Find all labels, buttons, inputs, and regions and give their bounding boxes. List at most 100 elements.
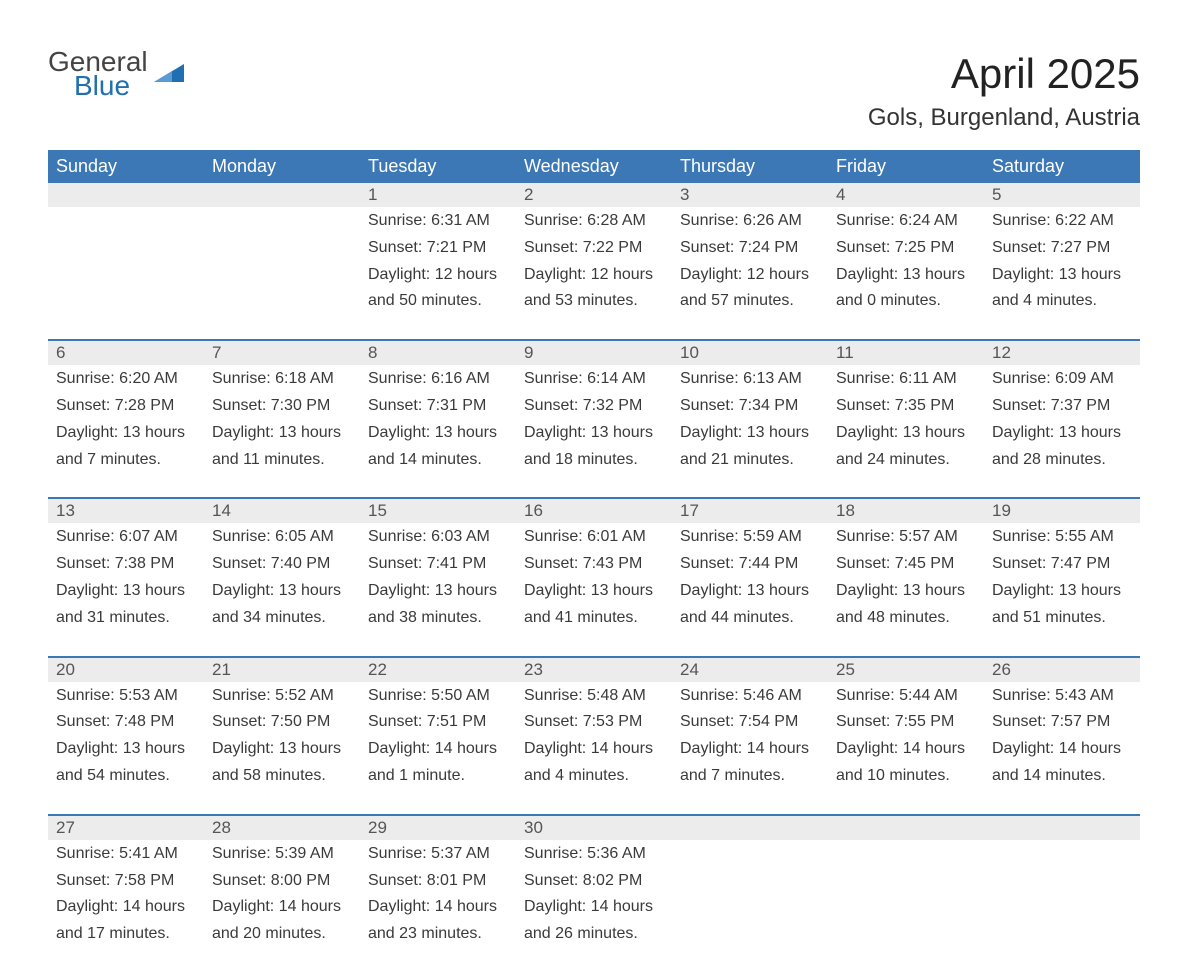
ss-cell: Sunset: 7:21 PM	[360, 234, 516, 261]
day-number-cell: 26	[984, 657, 1140, 682]
ss-cell: Sunset: 7:45 PM	[828, 550, 984, 577]
sr-cell: Sunrise: 5:36 AM	[516, 840, 672, 867]
dl1-cell: Daylight: 13 hours	[516, 419, 672, 446]
sr-cell: Sunrise: 5:52 AM	[204, 682, 360, 709]
day-number-cell: 19	[984, 498, 1140, 523]
dl1-cell: Daylight: 13 hours	[984, 419, 1140, 446]
page: General Blue April 2025 Gols, Burgenland…	[0, 0, 1188, 977]
brand-line2: Blue	[48, 74, 148, 98]
dl1-cell: Daylight: 13 hours	[984, 261, 1140, 288]
data-row-ss: Sunset: 7:58 PMSunset: 8:00 PMSunset: 8:…	[48, 867, 1140, 894]
calendar-body: 12345Sunrise: 6:31 AMSunrise: 6:28 AMSun…	[48, 183, 1140, 947]
sr-cell: Sunrise: 6:18 AM	[204, 365, 360, 392]
ss-cell: Sunset: 7:38 PM	[48, 550, 204, 577]
dl2-cell: and 17 minutes.	[48, 920, 204, 947]
ss-cell: Sunset: 7:27 PM	[984, 234, 1140, 261]
data-row-dl2: and 7 minutes.and 11 minutes.and 14 minu…	[48, 446, 1140, 473]
sr-cell: Sunrise: 5:46 AM	[672, 682, 828, 709]
col-friday: Friday	[828, 150, 984, 183]
sr-cell: Sunrise: 6:16 AM	[360, 365, 516, 392]
location-subtitle: Gols, Burgenland, Austria	[868, 104, 1140, 132]
day-number-cell	[204, 183, 360, 207]
data-row-sr: Sunrise: 6:31 AMSunrise: 6:28 AMSunrise:…	[48, 207, 1140, 234]
header: General Blue April 2025 Gols, Burgenland…	[48, 50, 1140, 132]
dl1-cell: Daylight: 12 hours	[672, 261, 828, 288]
sr-cell: Sunrise: 5:44 AM	[828, 682, 984, 709]
daynum-row: 12345	[48, 183, 1140, 207]
day-header-row: Sunday Monday Tuesday Wednesday Thursday…	[48, 150, 1140, 183]
dl1-cell: Daylight: 13 hours	[360, 419, 516, 446]
day-number-cell: 18	[828, 498, 984, 523]
dl1-cell: Daylight: 13 hours	[828, 419, 984, 446]
ss-cell: Sunset: 7:32 PM	[516, 392, 672, 419]
dl1-cell	[204, 261, 360, 288]
ss-cell: Sunset: 7:55 PM	[828, 708, 984, 735]
day-number-cell: 16	[516, 498, 672, 523]
dl2-cell: and 14 minutes.	[984, 762, 1140, 789]
ss-cell	[204, 234, 360, 261]
dl2-cell: and 0 minutes.	[828, 287, 984, 314]
ss-cell: Sunset: 8:00 PM	[204, 867, 360, 894]
dl2-cell: and 34 minutes.	[204, 604, 360, 631]
day-number-cell: 14	[204, 498, 360, 523]
sr-cell: Sunrise: 6:01 AM	[516, 523, 672, 550]
day-number-cell: 25	[828, 657, 984, 682]
dl1-cell: Daylight: 13 hours	[828, 261, 984, 288]
day-number-cell: 21	[204, 657, 360, 682]
dl2-cell: and 18 minutes.	[516, 446, 672, 473]
dl2-cell: and 48 minutes.	[828, 604, 984, 631]
sr-cell: Sunrise: 6:13 AM	[672, 365, 828, 392]
data-row-ss: Sunset: 7:21 PMSunset: 7:22 PMSunset: 7:…	[48, 234, 1140, 261]
day-number-cell: 24	[672, 657, 828, 682]
dl2-cell: and 54 minutes.	[48, 762, 204, 789]
daynum-row: 13141516171819	[48, 498, 1140, 523]
day-number-cell: 12	[984, 340, 1140, 365]
ss-cell: Sunset: 7:53 PM	[516, 708, 672, 735]
dl1-cell: Daylight: 14 hours	[360, 735, 516, 762]
month-title: April 2025	[868, 50, 1140, 98]
daynum-row: 27282930	[48, 815, 1140, 840]
sr-cell: Sunrise: 5:37 AM	[360, 840, 516, 867]
dl1-cell: Daylight: 14 hours	[516, 893, 672, 920]
dl2-cell: and 20 minutes.	[204, 920, 360, 947]
dl1-cell: Daylight: 13 hours	[48, 735, 204, 762]
day-number-cell: 1	[360, 183, 516, 207]
day-number-cell: 2	[516, 183, 672, 207]
dl1-cell: Daylight: 14 hours	[48, 893, 204, 920]
day-number-cell	[984, 815, 1140, 840]
dl2-cell: and 7 minutes.	[672, 762, 828, 789]
col-monday: Monday	[204, 150, 360, 183]
spacer-row	[48, 789, 1140, 815]
dl2-cell: and 44 minutes.	[672, 604, 828, 631]
dl2-cell: and 23 minutes.	[360, 920, 516, 947]
calendar-table: Sunday Monday Tuesday Wednesday Thursday…	[48, 150, 1140, 947]
data-row-dl1: Daylight: 13 hoursDaylight: 13 hoursDayl…	[48, 419, 1140, 446]
ss-cell	[672, 867, 828, 894]
daynum-row: 6789101112	[48, 340, 1140, 365]
day-number-cell	[672, 815, 828, 840]
dl1-cell: Daylight: 14 hours	[204, 893, 360, 920]
sr-cell: Sunrise: 6:05 AM	[204, 523, 360, 550]
dl2-cell: and 26 minutes.	[516, 920, 672, 947]
dl2-cell: and 11 minutes.	[204, 446, 360, 473]
data-row-dl2: and 54 minutes.and 58 minutes.and 1 minu…	[48, 762, 1140, 789]
day-number-cell: 30	[516, 815, 672, 840]
dl1-cell: Daylight: 13 hours	[204, 735, 360, 762]
day-number-cell: 22	[360, 657, 516, 682]
dl2-cell: and 21 minutes.	[672, 446, 828, 473]
sr-cell: Sunrise: 5:39 AM	[204, 840, 360, 867]
dl2-cell: and 28 minutes.	[984, 446, 1140, 473]
col-saturday: Saturday	[984, 150, 1140, 183]
dl2-cell	[48, 287, 204, 314]
sr-cell	[204, 207, 360, 234]
dl2-cell: and 4 minutes.	[984, 287, 1140, 314]
brand-flag-icon	[154, 60, 184, 87]
sr-cell	[48, 207, 204, 234]
data-row-dl2: and 17 minutes.and 20 minutes.and 23 min…	[48, 920, 1140, 947]
spacer-row	[48, 314, 1140, 340]
dl2-cell	[204, 287, 360, 314]
day-number-cell: 4	[828, 183, 984, 207]
data-row-dl1: Daylight: 13 hoursDaylight: 13 hoursDayl…	[48, 577, 1140, 604]
ss-cell	[984, 867, 1140, 894]
ss-cell: Sunset: 8:01 PM	[360, 867, 516, 894]
